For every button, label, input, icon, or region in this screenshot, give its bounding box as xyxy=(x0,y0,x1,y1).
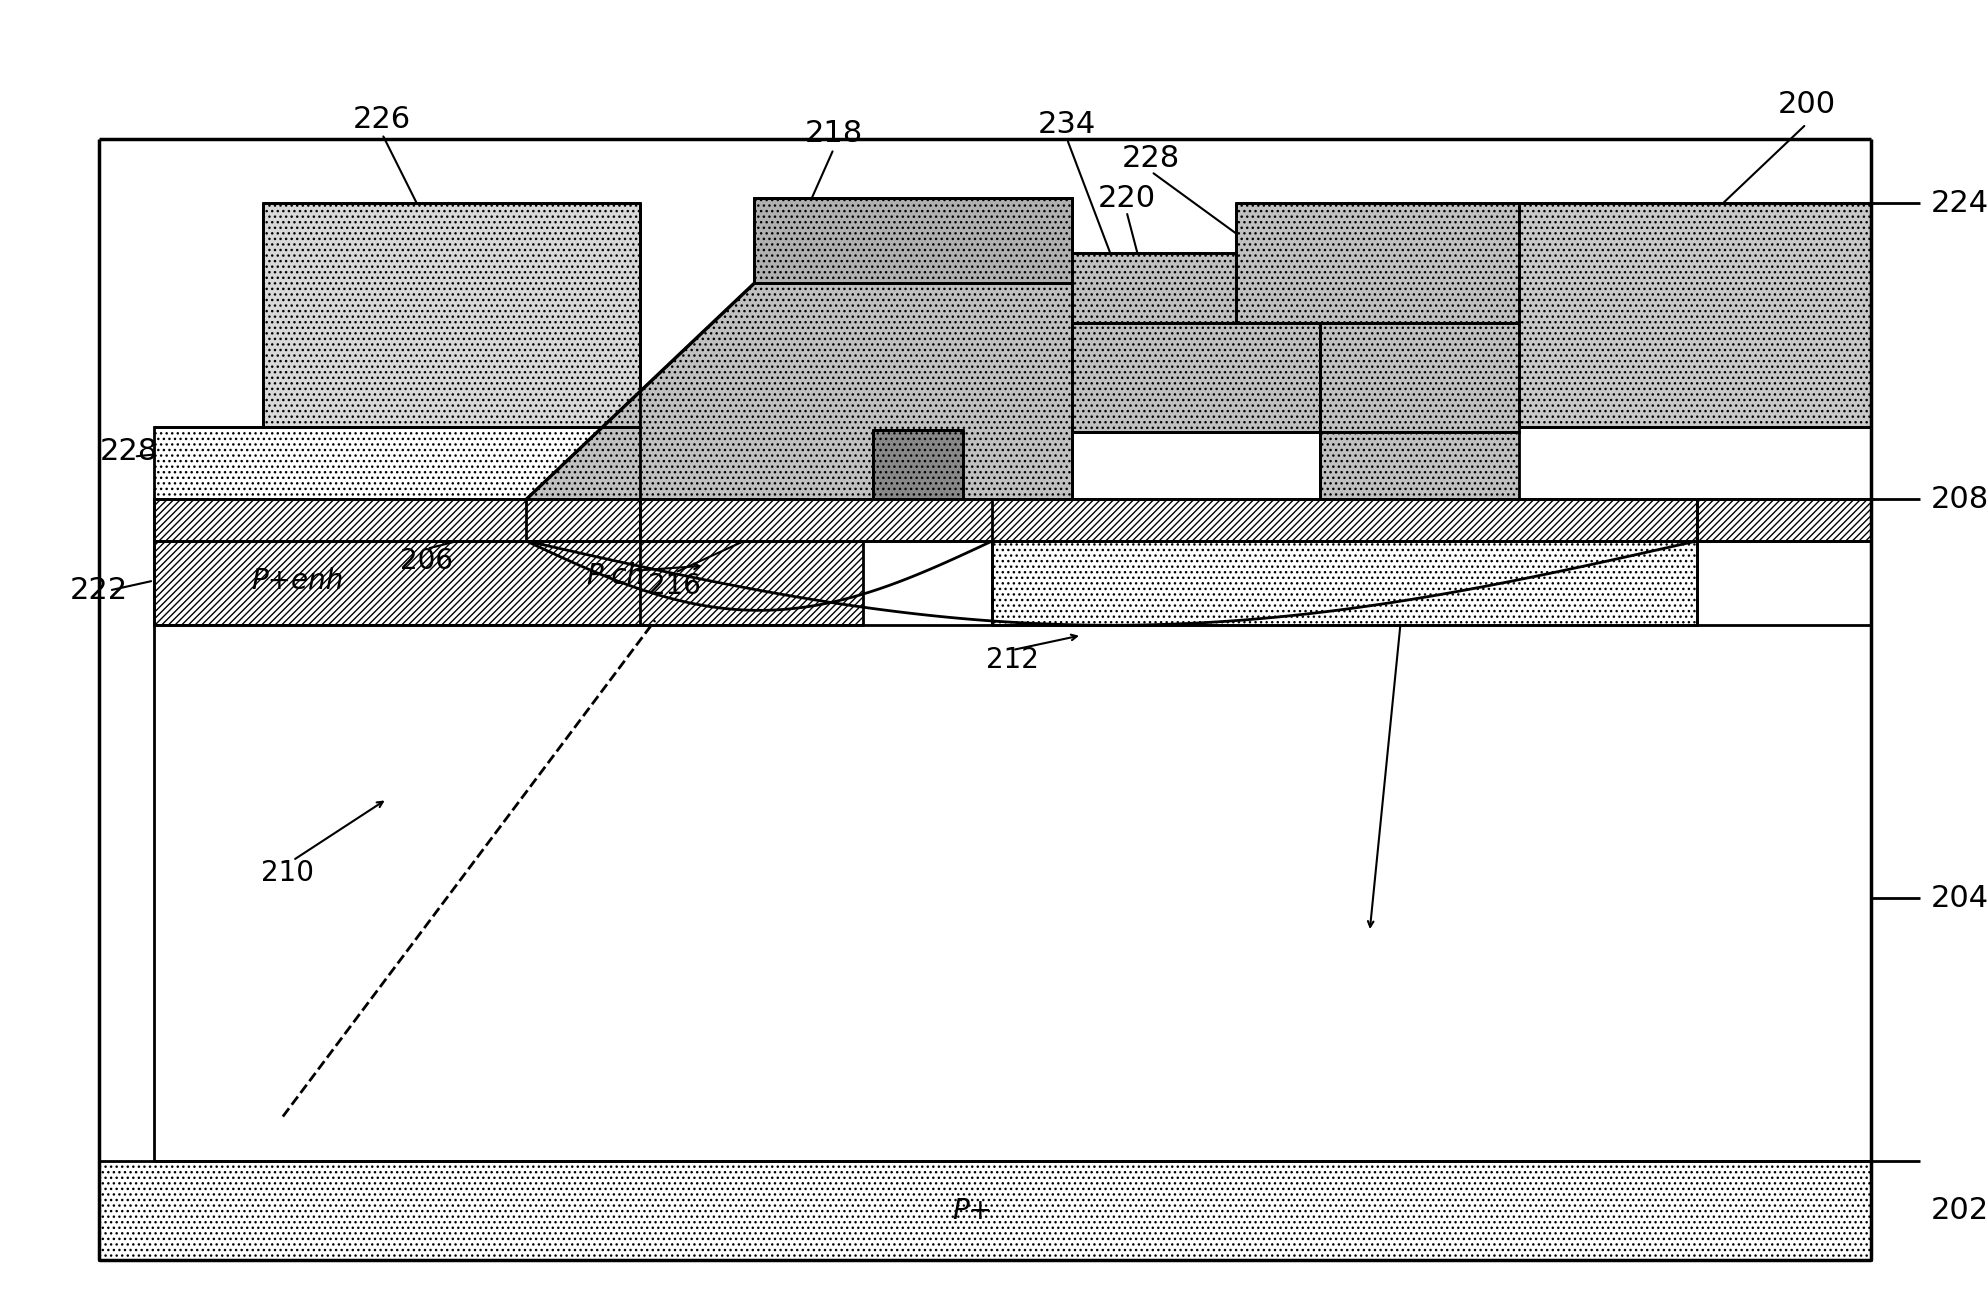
Text: 226: 226 xyxy=(354,105,411,134)
Polygon shape xyxy=(755,198,1071,283)
Text: 230: 230 xyxy=(1441,243,1498,272)
Bar xyxy=(153,427,640,499)
Text: 228: 228 xyxy=(99,438,159,466)
Polygon shape xyxy=(527,198,1071,499)
Bar xyxy=(1236,204,1518,322)
Text: 206: 206 xyxy=(399,547,453,574)
Text: 214: 214 xyxy=(1254,602,1307,629)
Bar xyxy=(1518,204,1872,427)
Text: 212: 212 xyxy=(986,646,1039,674)
Bar xyxy=(874,430,964,499)
Text: 208: 208 xyxy=(1931,485,1987,514)
Text: N+: N+ xyxy=(1755,499,1798,527)
Text: P-ch: P-ch xyxy=(586,561,644,590)
Text: p-: p- xyxy=(1067,582,1095,610)
Text: P+: P+ xyxy=(952,1197,994,1225)
Bar xyxy=(99,1162,1872,1260)
Bar xyxy=(1319,432,1518,499)
Bar xyxy=(99,139,1872,1162)
Text: 222: 222 xyxy=(70,576,129,604)
Text: 234: 234 xyxy=(1037,109,1097,138)
Bar xyxy=(1319,322,1518,432)
Text: 200: 200 xyxy=(1776,89,1836,118)
Text: 220: 220 xyxy=(1097,184,1156,213)
Text: 224: 224 xyxy=(1931,189,1987,218)
Bar xyxy=(1697,499,1872,541)
Text: 210: 210 xyxy=(262,859,314,887)
Bar xyxy=(153,499,864,625)
Text: 204: 204 xyxy=(1931,884,1987,913)
Bar xyxy=(262,204,640,427)
Bar xyxy=(527,499,640,541)
Bar xyxy=(1071,254,1236,322)
Bar xyxy=(992,499,1697,625)
Text: 202: 202 xyxy=(1931,1196,1987,1226)
Bar xyxy=(153,499,1872,541)
Text: N-: N- xyxy=(1355,547,1385,574)
Text: 232: 232 xyxy=(1411,209,1468,238)
Text: 216: 216 xyxy=(648,572,701,599)
Bar xyxy=(1071,322,1319,432)
Text: N+: N+ xyxy=(548,499,592,527)
Text: P+enh: P+enh xyxy=(252,566,344,594)
Text: 218: 218 xyxy=(805,120,862,148)
Text: 228: 228 xyxy=(1123,145,1180,173)
